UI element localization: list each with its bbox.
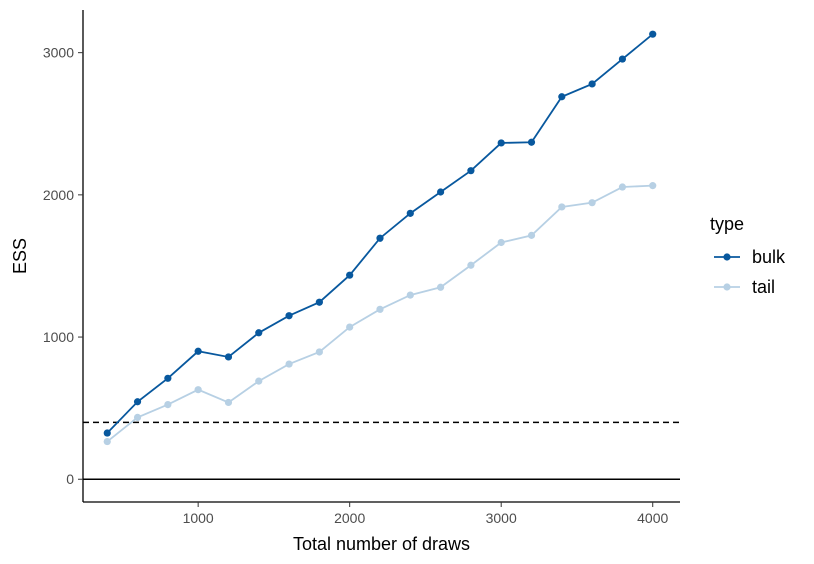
legend-label-tail: tail — [752, 277, 775, 297]
data-point-bulk — [103, 429, 111, 437]
tick-marks: 0 1000 2000 3000 1000 2000 3000 4000 — [43, 45, 669, 526]
x-tick-label: 2000 — [334, 510, 365, 526]
data-point-tail — [103, 437, 111, 446]
data-point-bulk — [133, 398, 142, 406]
data-point-bulk — [558, 93, 566, 101]
data-point-tail — [346, 323, 354, 331]
y-tick-label: 3000 — [43, 45, 74, 61]
data-point-bulk — [527, 138, 536, 146]
data-point-bulk — [588, 80, 596, 88]
data-point-bulk — [649, 30, 657, 38]
data-point-bulk — [164, 374, 172, 382]
data-point-bulk — [618, 55, 627, 63]
axes — [82, 10, 680, 503]
y-tick-label: 1000 — [43, 329, 74, 345]
reference-lines — [83, 421, 680, 481]
data-point-bulk — [376, 234, 384, 242]
data-point-bulk — [467, 167, 475, 175]
data-point-tail — [224, 398, 233, 407]
legend-title: type — [710, 214, 744, 234]
data-point-bulk — [255, 329, 263, 337]
data-point-tail — [164, 400, 172, 409]
data-point-tail — [527, 231, 536, 239]
x-tick-label: 4000 — [637, 510, 668, 526]
data-point-bulk — [285, 312, 293, 320]
data-point-tail — [618, 183, 627, 191]
y-tick-label: 0 — [66, 471, 74, 487]
legend-key-point-tail — [723, 283, 731, 291]
legend-label-bulk: bulk — [752, 247, 786, 267]
data-point-bulk — [224, 353, 233, 361]
y-axis-title: ESS — [10, 238, 30, 274]
data-point-tail — [133, 413, 142, 421]
data-point-tail — [255, 377, 263, 385]
data-point-bulk — [346, 271, 354, 279]
data-point-bulk — [436, 188, 445, 196]
legend-key-point-bulk — [723, 253, 731, 261]
data-point-bulk — [406, 209, 414, 217]
data-point-bulk — [194, 347, 202, 355]
series-line-bulk — [106, 33, 654, 434]
data-point-tail — [194, 386, 202, 394]
data-point-tail — [376, 305, 384, 313]
series-layer — [103, 30, 657, 446]
data-point-tail — [436, 283, 445, 291]
data-point-tail — [406, 291, 414, 299]
series-line-tail — [106, 184, 653, 443]
data-point-tail — [497, 238, 505, 247]
data-point-tail — [315, 348, 323, 356]
x-axis-title: Total number of draws — [293, 534, 470, 554]
data-point-tail — [588, 199, 596, 207]
data-point-tail — [467, 261, 475, 269]
x-tick-label: 1000 — [183, 510, 214, 526]
data-point-bulk — [497, 139, 505, 147]
data-point-tail — [649, 182, 657, 190]
data-point-tail — [285, 360, 293, 368]
legend: type bulk tail — [710, 214, 786, 297]
x-tick-label: 3000 — [486, 510, 517, 526]
data-point-tail — [558, 203, 566, 211]
y-tick-label: 2000 — [43, 187, 74, 203]
data-point-bulk — [315, 298, 323, 306]
